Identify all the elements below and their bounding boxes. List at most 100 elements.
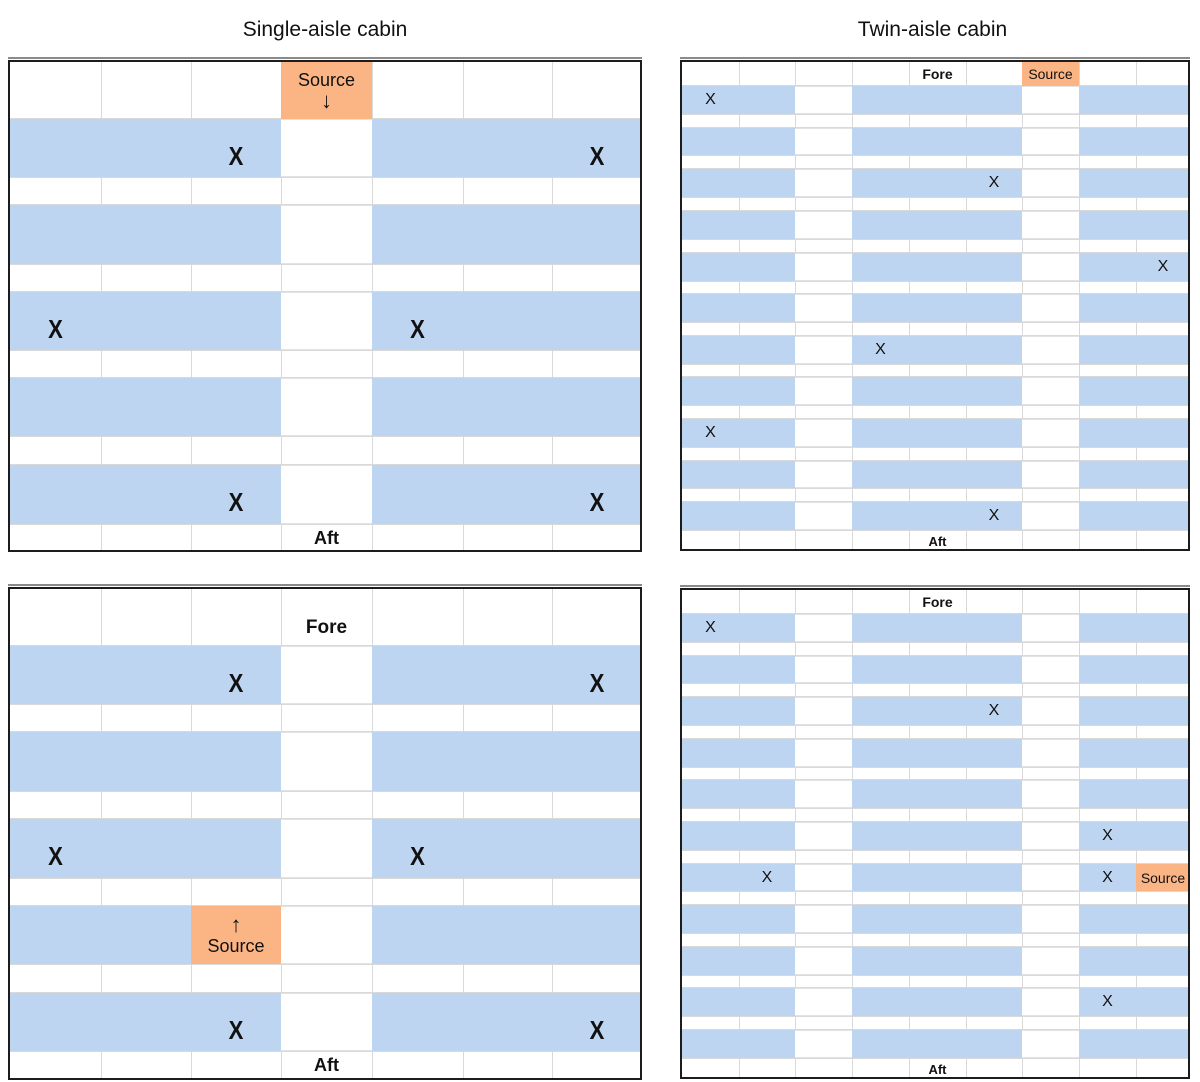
seat-map-panel-twin-top: X X X X X X Fore Aft Source <box>680 60 1190 551</box>
gridline-horizontal <box>682 767 1188 768</box>
gridline-horizontal <box>10 791 640 792</box>
seat-x-marker: X <box>589 487 605 517</box>
gridline-horizontal <box>682 1016 1188 1017</box>
gridline-horizontal <box>682 891 1188 892</box>
seat-row-block <box>682 947 795 975</box>
seat-row-block <box>682 169 795 197</box>
aisle-cell <box>795 988 852 1016</box>
seat-row-block <box>852 211 1022 239</box>
seat-row-block <box>10 732 281 791</box>
seat-row-block <box>682 697 795 725</box>
seat-row-block <box>10 819 281 878</box>
aisle-cell <box>1022 988 1079 1016</box>
aisle-cell <box>1022 656 1079 683</box>
seat-row-block <box>852 614 1022 642</box>
gridline-horizontal <box>10 204 640 205</box>
seat-row-block <box>1079 253 1188 281</box>
aisle-cell <box>795 1030 852 1058</box>
gridline-horizontal <box>10 818 640 819</box>
gridline-horizontal <box>682 946 1188 947</box>
seat-row-block <box>852 253 1022 281</box>
aisle-cell <box>795 656 852 683</box>
source-marker: Source <box>1136 864 1188 891</box>
gridline-horizontal <box>682 488 1188 489</box>
aisle-cell <box>281 292 372 350</box>
seat-row-block <box>1079 780 1188 808</box>
seat-row-block <box>372 906 640 964</box>
gridline-horizontal <box>682 1058 1188 1059</box>
gridline-horizontal <box>682 683 1188 684</box>
gridline-horizontal <box>10 464 640 465</box>
seat-row-block <box>1079 86 1188 114</box>
seat-row-block <box>10 205 281 264</box>
gridline-horizontal <box>682 155 1188 156</box>
seat-row-block <box>682 211 795 239</box>
aisle-cell <box>1022 947 1079 975</box>
seat-row-block <box>10 646 281 704</box>
seat-row-block <box>682 294 795 322</box>
gridline-horizontal <box>10 264 640 265</box>
gridline-horizontal <box>682 447 1188 448</box>
aft-label: Aft <box>314 1055 339 1075</box>
source-label: Source <box>297 69 356 90</box>
aft-label: Aft <box>928 533 947 549</box>
gridline-horizontal <box>682 975 1188 976</box>
aisle-cell <box>1022 419 1079 447</box>
seat-map-panel-single-bottom: X X X X X X Fore Aft ↑ Source <box>8 587 642 1080</box>
gridline-horizontal <box>682 460 1188 461</box>
seat-x-marker: X <box>761 868 773 886</box>
seat-row-block <box>372 993 640 1051</box>
seat-row-block <box>1079 336 1188 364</box>
source-label: Source <box>1140 869 1186 886</box>
seat-x-marker: X <box>1102 993 1113 1010</box>
panel-top-shadow <box>680 585 1190 587</box>
aisle-cell <box>795 614 852 642</box>
gridline-horizontal <box>682 530 1188 531</box>
aisle-cell <box>281 906 372 964</box>
aisle-cell <box>281 646 372 704</box>
arrow-down-icon: ↓ <box>321 87 332 113</box>
seat-map-panel-single-top: X X X X X X Aft Source ↓ <box>8 60 642 552</box>
gridline-horizontal <box>682 335 1188 336</box>
aisle-cell <box>795 947 852 975</box>
aisle-cell <box>1022 502 1079 530</box>
seat-row-block <box>852 905 1022 933</box>
gridline-horizontal <box>10 731 640 732</box>
gridline-horizontal <box>682 904 1188 905</box>
gridline-horizontal <box>10 964 640 965</box>
seat-row-block <box>852 86 1022 114</box>
seat-x-marker: X <box>228 1014 244 1045</box>
seat-row-block <box>682 656 795 683</box>
aisle-cell <box>1022 864 1079 891</box>
gridline-horizontal <box>682 127 1188 128</box>
seat-x-marker: X <box>228 487 244 517</box>
seat-row-block <box>852 947 1022 975</box>
gridline-horizontal <box>682 114 1188 115</box>
aisle-cell <box>1022 169 1079 197</box>
aisle-cell <box>795 502 852 530</box>
gridline-horizontal <box>682 281 1188 282</box>
aisle-cell <box>795 169 852 197</box>
aisle-cell <box>1022 614 1079 642</box>
aisle-cell <box>281 119 372 177</box>
seat-row-block <box>852 502 1022 530</box>
seat-x-marker: X <box>48 313 63 344</box>
seat-row-block <box>852 419 1022 447</box>
seat-row-block <box>10 993 281 1051</box>
gridline-horizontal <box>682 987 1188 988</box>
seat-row-block <box>372 465 640 524</box>
gridline-horizontal <box>682 405 1188 406</box>
seat-row-block <box>852 822 1022 850</box>
gridline-horizontal <box>10 992 640 993</box>
gridline-horizontal <box>682 863 1188 864</box>
gridline-horizontal <box>682 850 1188 851</box>
aisle-cell <box>795 128 852 155</box>
gridline-horizontal <box>682 364 1188 365</box>
aisle-cell <box>795 864 852 891</box>
gridline-horizontal <box>10 905 640 906</box>
aisle-cell <box>795 294 852 322</box>
gridline-horizontal <box>682 738 1188 739</box>
aisle-cell <box>795 86 852 114</box>
aisle-cell <box>1022 253 1079 281</box>
seat-x-marker: X <box>589 667 605 698</box>
